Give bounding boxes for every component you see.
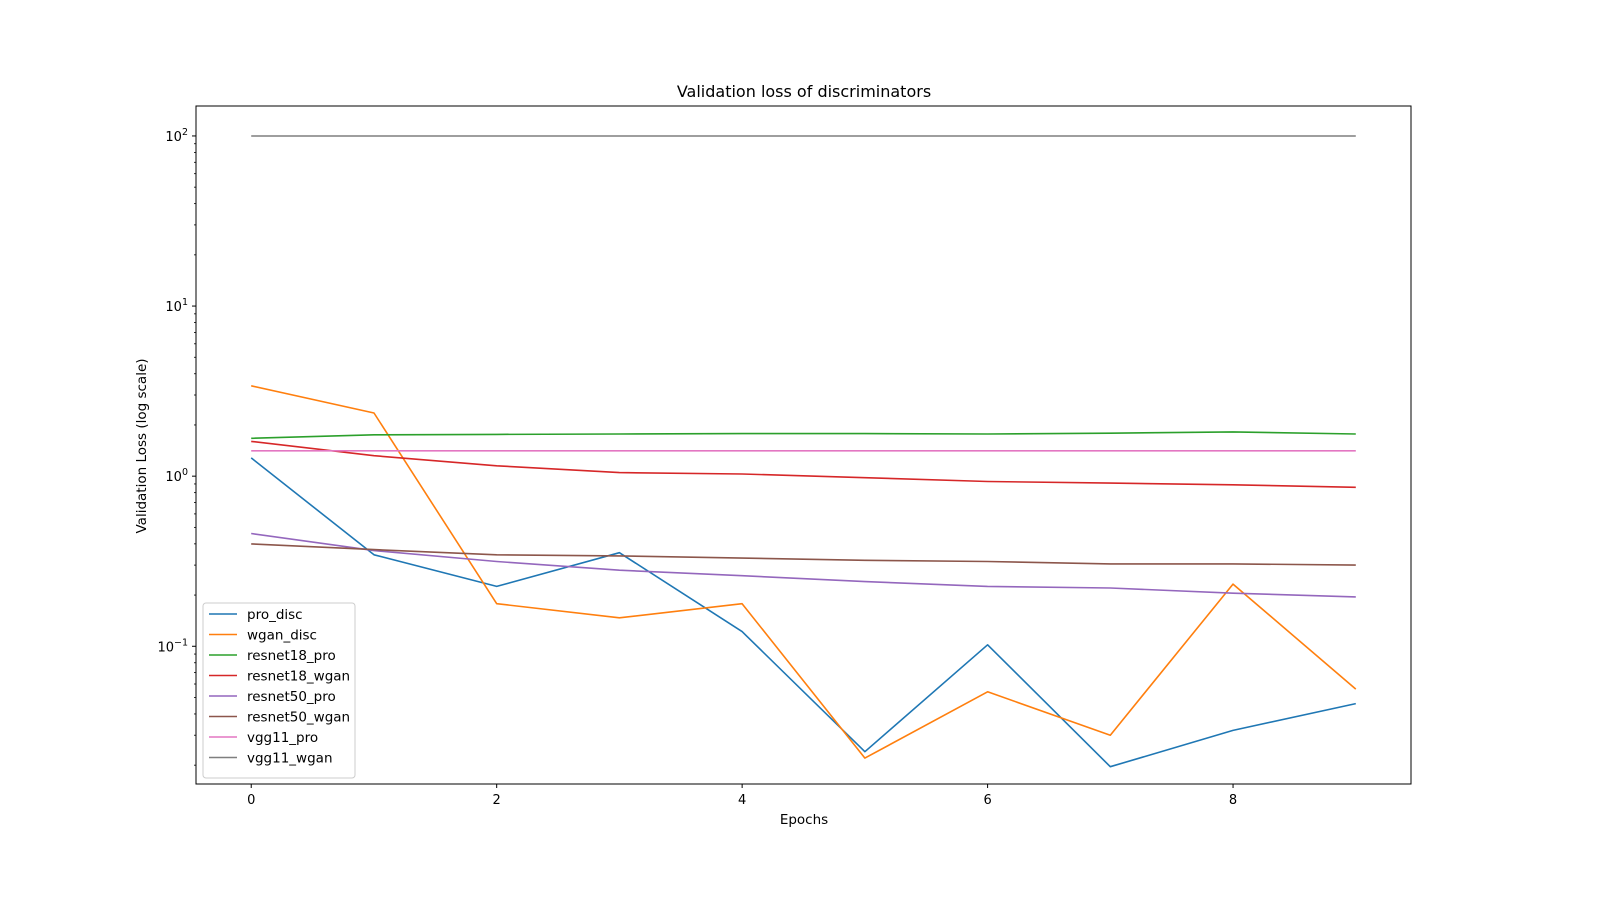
legend-label: wgan_disc [247,628,317,644]
legend-label: resnet50_wgan [247,710,350,726]
y-axis: 10−1 100 101 102 [157,127,196,766]
x-axis-label: Epochs [780,812,828,828]
chart-title: Validation loss of discriminators [677,82,931,101]
legend: pro_disc wgan_disc resnet18_pro resnet18_wg… [202,602,356,779]
series-line-resnet50_pro [251,532,1356,598]
legend-label: resnet18_wgan [247,669,350,685]
y-tick-label: 102 [165,127,188,145]
x-tick-label: 2 [493,793,501,808]
y-axis-label: Validation Loss (log scale) [134,358,150,533]
series-line-resnet18_wgan [251,440,1356,489]
series-line-resnet18_pro [251,431,1356,440]
x-tick-label: 0 [247,793,255,808]
legend-label: vgg11_pro [247,730,318,746]
legend-label: pro_disc [247,607,303,623]
series-line-resnet50_wgan [251,543,1356,566]
x-axis: 0 2 4 6 8 [247,784,1237,808]
legend-label: vgg11_wgan [247,751,333,767]
y-tick-label: 100 [165,467,188,485]
x-tick-label: 4 [738,793,746,808]
legend-label: resnet18_pro [247,648,336,664]
legend-box [202,602,356,779]
y-tick-label: 101 [165,297,188,315]
legend-label: resnet50_pro [247,689,336,705]
x-tick-label: 8 [1229,793,1237,808]
series-line-wgan_disc [251,385,1357,759]
x-tick-label: 6 [983,793,991,808]
y-tick-label: 10−1 [157,637,188,655]
series-layer [250,135,1357,768]
plot-area-frame [195,105,1412,785]
series-line-pro_disc [250,457,1356,768]
